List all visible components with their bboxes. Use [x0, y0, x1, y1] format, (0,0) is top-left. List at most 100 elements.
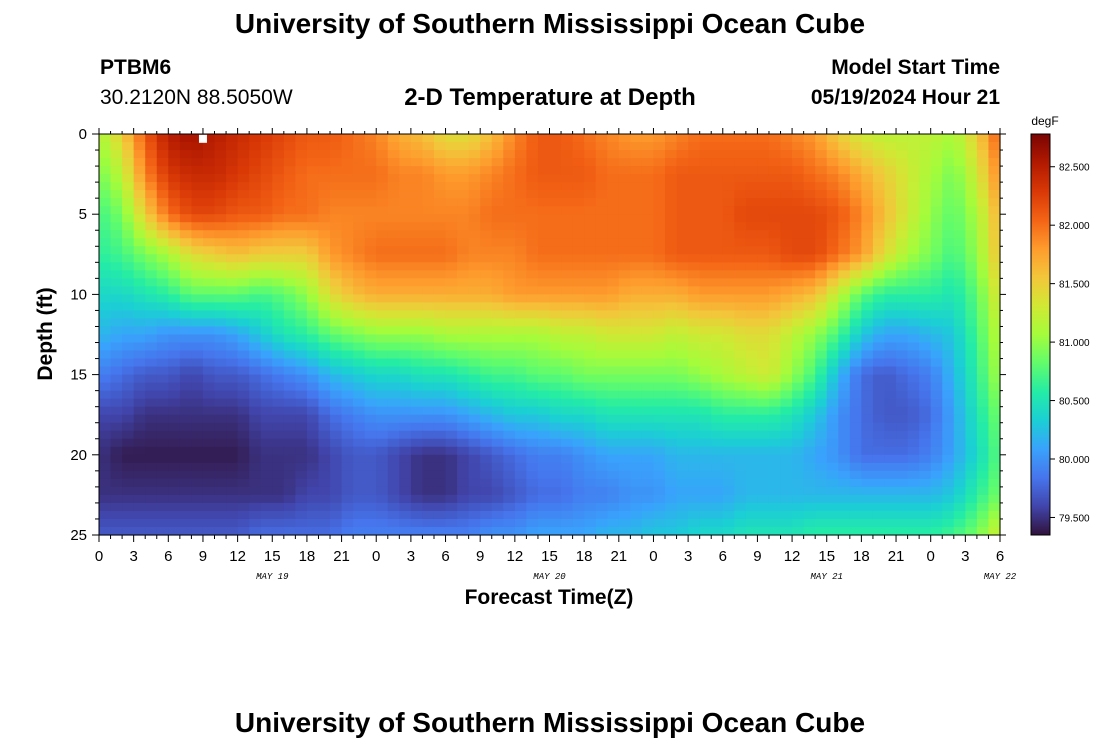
heatmap-cell	[930, 462, 943, 472]
heatmap-cell	[526, 286, 539, 295]
heatmap-cell	[665, 470, 678, 480]
heatmap-cell	[572, 310, 585, 320]
heatmap-cell	[445, 358, 458, 368]
heatmap-cell	[896, 470, 909, 480]
heatmap-cell	[364, 454, 377, 464]
heatmap-cell	[768, 198, 782, 207]
heatmap-cell	[838, 518, 851, 528]
heatmap-cell	[872, 262, 886, 271]
heatmap-cell	[757, 406, 770, 416]
heatmap-cell	[965, 166, 978, 175]
heatmap-cell	[861, 342, 874, 352]
heatmap-cell	[595, 486, 608, 496]
heatmap-cell	[884, 150, 897, 159]
heatmap-cell	[237, 334, 250, 344]
heatmap-cell	[156, 422, 169, 432]
heatmap-cell	[849, 526, 862, 536]
heatmap-cell	[376, 246, 389, 255]
heatmap-cell	[676, 142, 689, 151]
heatmap-cell	[237, 406, 250, 416]
heatmap-cell	[803, 502, 816, 512]
heatmap-cell	[630, 150, 643, 159]
heatmap-cell	[433, 326, 447, 336]
heatmap-cell	[757, 150, 770, 159]
heatmap-cell	[457, 286, 470, 295]
heatmap-cell	[919, 238, 932, 247]
heatmap-cell	[641, 278, 655, 287]
heatmap-cell	[295, 510, 308, 520]
heatmap-cell	[711, 270, 724, 279]
heatmap-cell	[237, 246, 250, 255]
heatmap-cell	[768, 254, 782, 263]
heatmap-cell	[988, 302, 1001, 312]
heatmap-cell	[838, 238, 851, 247]
heatmap-cell	[676, 438, 689, 448]
heatmap-cell	[849, 222, 862, 231]
heatmap-cell	[376, 486, 389, 496]
heatmap-cell	[353, 406, 366, 416]
heatmap-cell	[768, 334, 782, 344]
heatmap-cell	[930, 294, 943, 304]
heatmap-cell	[757, 334, 770, 344]
heatmap-cell	[226, 142, 239, 151]
heatmap-cell	[283, 182, 296, 191]
heatmap-cell	[942, 414, 955, 424]
heatmap-cell	[376, 254, 389, 263]
heatmap-cell	[353, 478, 366, 488]
heatmap-cell	[445, 190, 458, 199]
heatmap-cell	[514, 518, 527, 528]
heatmap-cell	[364, 334, 377, 344]
heatmap-cell	[226, 510, 239, 520]
heatmap-cell	[699, 270, 712, 279]
heatmap-cell	[168, 470, 181, 480]
heatmap-cell	[422, 478, 435, 488]
heatmap-cell	[445, 342, 458, 352]
heatmap-cell	[468, 486, 481, 496]
heatmap-cell	[491, 230, 504, 239]
heatmap-cell	[514, 470, 527, 480]
heatmap-cell	[226, 174, 239, 183]
heatmap-cell	[491, 206, 504, 215]
heatmap-cell	[353, 198, 366, 207]
heatmap-cell	[306, 470, 320, 480]
heatmap-cell	[422, 198, 435, 207]
heatmap-cell	[99, 470, 112, 480]
heatmap-cell	[919, 286, 932, 295]
heatmap-cell	[237, 366, 250, 376]
heatmap-cell	[237, 150, 250, 159]
heatmap-cell	[734, 190, 747, 199]
heatmap-cell	[919, 502, 932, 512]
heatmap-cell	[306, 318, 320, 328]
heatmap-cell	[422, 166, 435, 175]
heatmap-cell	[249, 190, 262, 199]
heatmap-cell	[433, 286, 447, 295]
heatmap-cell	[618, 478, 631, 488]
heatmap-cell	[965, 494, 978, 504]
heatmap-cell	[907, 446, 920, 456]
heatmap-cell	[387, 150, 400, 159]
heatmap-cell	[422, 502, 435, 512]
heatmap-cell	[745, 174, 759, 183]
heatmap-cell	[214, 382, 227, 392]
heatmap-cell	[572, 134, 585, 143]
heatmap-cell	[665, 190, 678, 199]
heatmap-cell	[584, 334, 597, 344]
heatmap-cell	[156, 150, 169, 159]
heatmap-cell	[99, 142, 112, 151]
heatmap-cell	[561, 358, 574, 368]
heatmap-cell	[861, 374, 874, 384]
heatmap-cell	[803, 326, 816, 336]
heatmap-cell	[491, 470, 504, 480]
heatmap-cell	[445, 294, 458, 304]
heatmap-cell	[618, 494, 631, 504]
heatmap-cell	[965, 174, 978, 183]
heatmap-cell	[722, 502, 735, 512]
heatmap-cell	[491, 510, 504, 520]
heatmap-cell	[514, 142, 527, 151]
heatmap-cell	[930, 158, 943, 167]
heatmap-cell	[930, 430, 943, 440]
heatmap-cell	[399, 454, 412, 464]
heatmap-cell	[514, 166, 527, 175]
heatmap-cell	[410, 358, 424, 368]
heatmap-cell	[734, 334, 747, 344]
